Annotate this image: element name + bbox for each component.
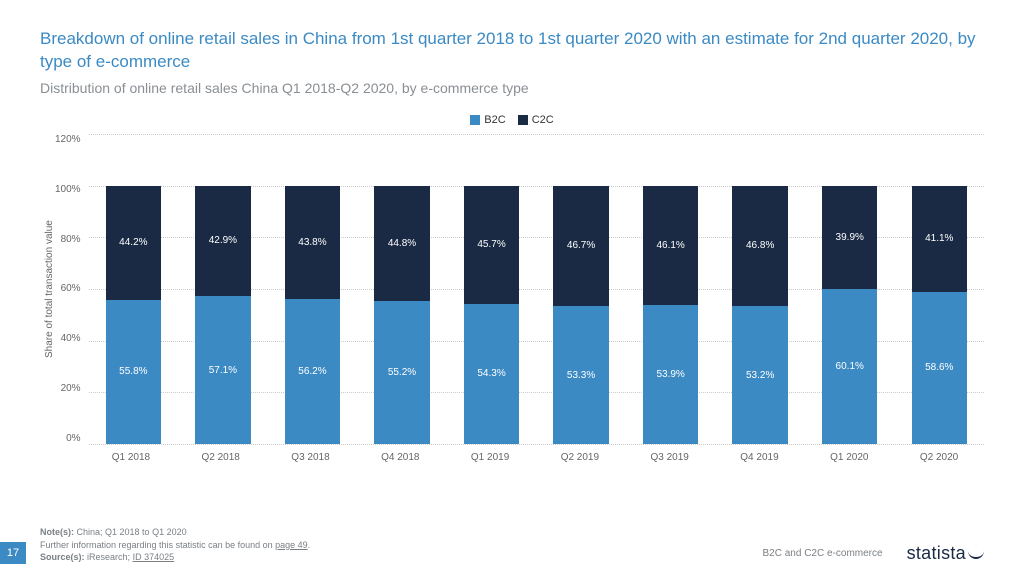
x-tick: Q1 2018: [86, 452, 176, 463]
bar-segment-b2c: 53.3%: [553, 306, 609, 444]
y-axis-label: Share of total transaction value: [40, 134, 55, 444]
bar-segment-c2c: 46.8%: [732, 186, 788, 307]
x-tick: Q3 2018: [266, 452, 356, 463]
page-number-badge: 17: [0, 542, 26, 564]
bar-segment-b2c: 55.8%: [106, 300, 162, 444]
stacked-bar: 43.8%56.2%: [285, 186, 341, 444]
source-link[interactable]: ID 374025: [133, 552, 175, 562]
further-info-suffix: .: [308, 540, 311, 550]
bar-segment-b2c: 55.2%: [374, 301, 430, 444]
stacked-bar: 41.1%58.6%: [912, 186, 968, 444]
x-tick: Q2 2019: [535, 452, 625, 463]
statista-wave-icon: [968, 549, 984, 559]
legend-label: C2C: [532, 114, 554, 126]
stacked-bar: 46.7%53.3%: [553, 186, 609, 444]
legend-item: C2C: [518, 114, 554, 126]
note-text: China; Q1 2018 to Q1 2020: [77, 527, 187, 537]
bar-segment-c2c: 46.7%: [553, 186, 609, 307]
bar-segment-b2c: 58.6%: [912, 292, 968, 444]
bar-column: 39.9%60.1%: [805, 134, 895, 444]
stacked-bar: 44.2%55.8%: [106, 186, 162, 444]
bar-column: 44.8%55.2%: [357, 134, 447, 444]
bar-column: 41.1%58.6%: [895, 134, 985, 444]
chart-title: Breakdown of online retail sales in Chin…: [40, 28, 984, 74]
bar-column: 46.1%53.9%: [626, 134, 716, 444]
bar-segment-c2c: 44.2%: [106, 186, 162, 300]
stacked-bar: 42.9%57.1%: [195, 186, 251, 444]
chart-area: Share of total transaction value 120% 100…: [40, 134, 984, 444]
stacked-bar: 45.7%54.3%: [464, 186, 520, 444]
y-tick: 40%: [55, 333, 81, 344]
x-tick: Q4 2019: [715, 452, 805, 463]
bar-segment-c2c: 45.7%: [464, 186, 520, 304]
bar-segment-c2c: 46.1%: [643, 186, 699, 305]
plot-area: 44.2%55.8% 42.9%57.1% 43.8%56.2% 44.8%55.2%…: [89, 134, 984, 444]
gridline: [89, 444, 984, 445]
bar-segment-b2c: 53.9%: [643, 305, 699, 444]
source-text: iResearch;: [87, 552, 133, 562]
note-label: Note(s):: [40, 527, 74, 537]
bar-column: 46.7%53.3%: [536, 134, 626, 444]
source-label: Source(s):: [40, 552, 85, 562]
bar-segment-b2c: 57.1%: [195, 296, 251, 444]
bar-segment-c2c: 43.8%: [285, 186, 341, 299]
bar-segment-b2c: 60.1%: [822, 289, 878, 444]
chart-legend: B2C C2C: [40, 114, 984, 126]
legend-swatch: [518, 115, 528, 125]
x-tick: Q4 2018: [355, 452, 445, 463]
bar-segment-b2c: 54.3%: [464, 304, 520, 444]
bar-segment-c2c: 42.9%: [195, 186, 251, 297]
bars-container: 44.2%55.8% 42.9%57.1% 43.8%56.2% 44.8%55.2%…: [89, 134, 984, 444]
stacked-bar: 46.1%53.9%: [643, 186, 699, 444]
statista-logo: statista: [907, 543, 984, 564]
bar-segment-b2c: 56.2%: [285, 299, 341, 444]
y-tick: 80%: [55, 234, 81, 245]
further-info-prefix: Further information regarding this stati…: [40, 540, 275, 550]
bar-column: 42.9%57.1%: [178, 134, 268, 444]
x-tick: Q3 2019: [625, 452, 715, 463]
bar-segment-c2c: 44.8%: [374, 186, 430, 302]
x-axis-labels: Q1 2018Q2 2018Q3 2018Q4 2018Q1 2019Q2 20…: [86, 452, 984, 463]
y-axis-ticks: 120% 100% 80% 60% 40% 20% 0%: [55, 134, 89, 444]
y-tick: 0%: [55, 433, 81, 444]
y-tick: 20%: [55, 383, 81, 394]
x-tick: Q1 2019: [445, 452, 535, 463]
y-tick: 120%: [55, 134, 81, 145]
stacked-bar: 46.8%53.2%: [732, 186, 788, 444]
legend-swatch: [470, 115, 480, 125]
further-info-link[interactable]: page 49: [275, 540, 308, 550]
x-tick: Q1 2020: [804, 452, 894, 463]
bar-segment-c2c: 41.1%: [912, 186, 968, 292]
bar-column: 46.8%53.2%: [715, 134, 805, 444]
y-tick: 60%: [55, 283, 81, 294]
stacked-bar: 39.9%60.1%: [822, 186, 878, 444]
x-tick: Q2 2020: [894, 452, 984, 463]
bar-column: 43.8%56.2%: [268, 134, 358, 444]
footer-description: B2C and C2C e-commerce: [763, 548, 883, 559]
footer: 17 Note(s): China; Q1 2018 to Q1 2020 Fu…: [0, 526, 1024, 564]
bar-column: 45.7%54.3%: [447, 134, 537, 444]
bar-column: 44.2%55.8%: [89, 134, 179, 444]
footer-notes: Note(s): China; Q1 2018 to Q1 2020 Furth…: [40, 526, 310, 564]
legend-item: B2C: [470, 114, 505, 126]
chart-subtitle: Distribution of online retail sales Chin…: [40, 80, 984, 96]
bar-segment-c2c: 39.9%: [822, 186, 878, 289]
y-tick: 100%: [55, 184, 81, 195]
bar-segment-b2c: 53.2%: [732, 306, 788, 443]
legend-label: B2C: [484, 114, 505, 126]
x-tick: Q2 2018: [176, 452, 266, 463]
stacked-bar: 44.8%55.2%: [374, 186, 430, 444]
